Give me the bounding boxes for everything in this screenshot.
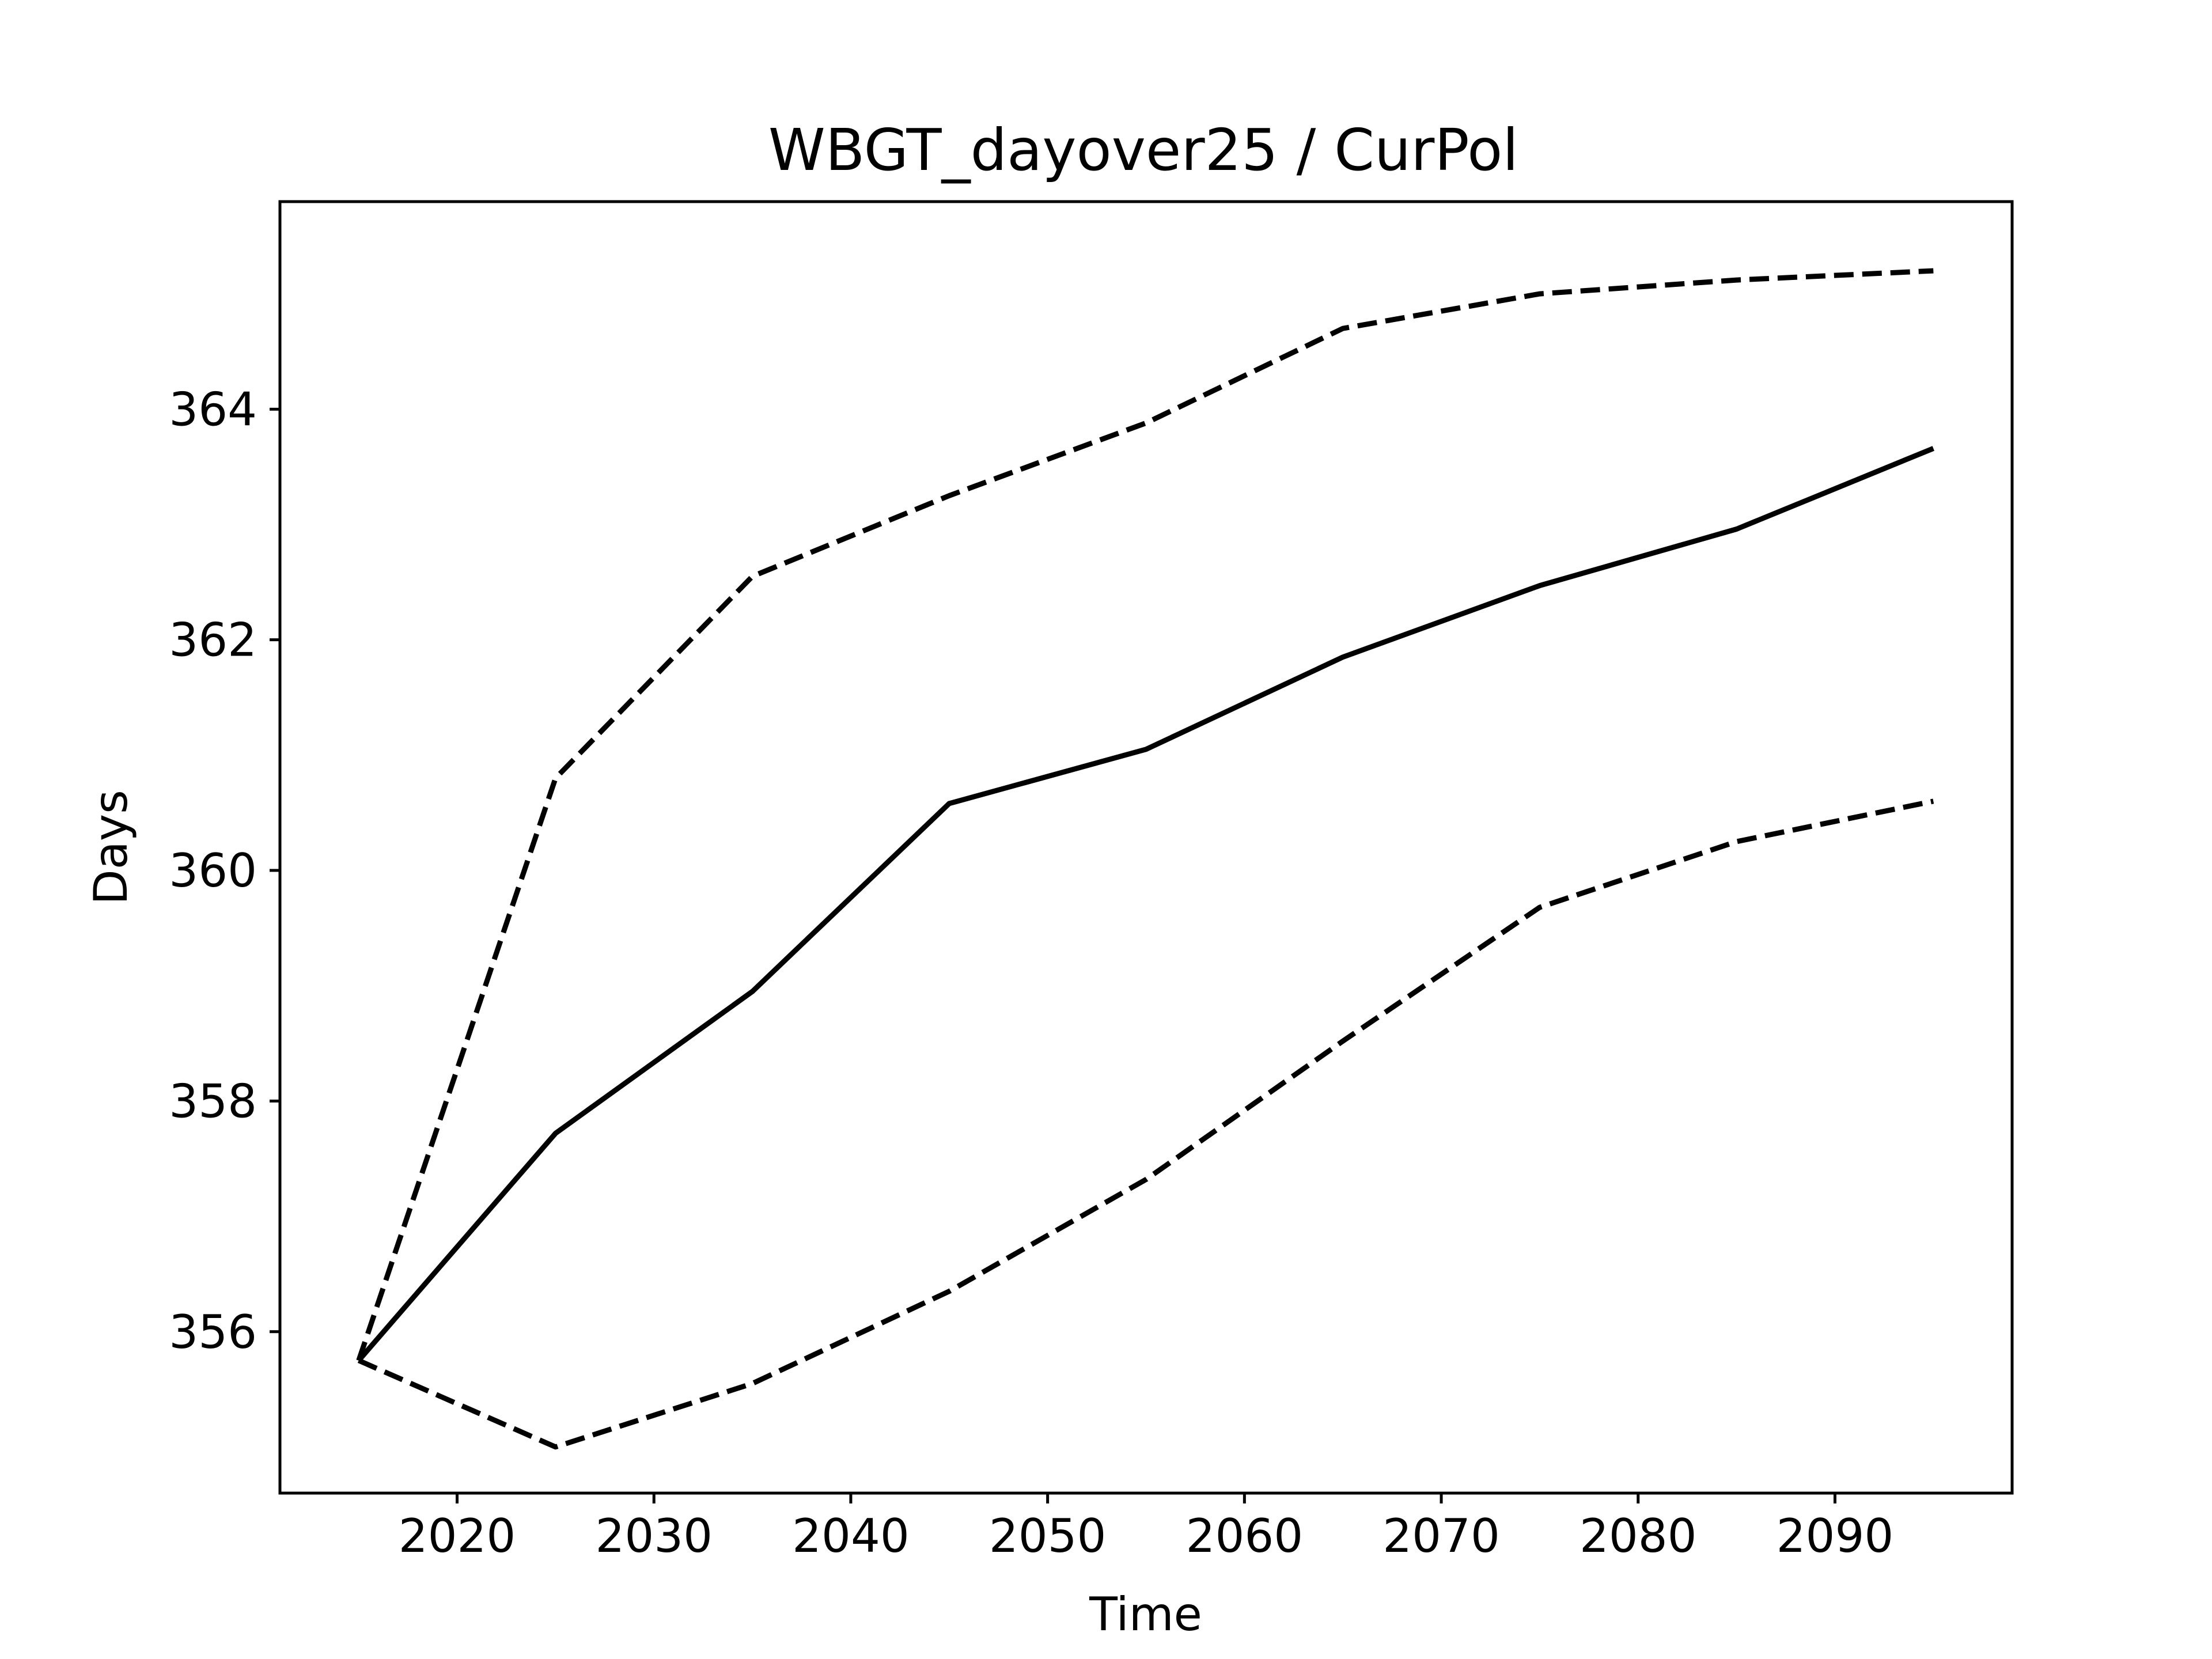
- x-axis: 2020 2030 2040 2050 2060 2070 2080 2090: [399, 1493, 1894, 1563]
- x-tick-label: 2060: [1186, 1509, 1304, 1563]
- x-tick-label: 2080: [1580, 1509, 1697, 1563]
- plot-frame: [278, 200, 2014, 1495]
- x-tick-label: 2020: [399, 1509, 516, 1563]
- x-tick-label: 2030: [595, 1509, 713, 1563]
- y-tick-label: 358: [169, 1074, 257, 1128]
- y-tick-label: 356: [169, 1305, 257, 1359]
- y-tick-label: 364: [169, 382, 257, 436]
- x-tick-label: 2070: [1382, 1509, 1500, 1563]
- y-tick-label: 362: [169, 613, 257, 667]
- chart-title: WBGT_dayover25 / CurPol: [768, 116, 1518, 184]
- x-axis-label: Time: [1089, 1588, 1202, 1641]
- series-line-2: [356, 268, 1934, 1362]
- x-tick-label: 2040: [792, 1509, 910, 1563]
- y-axis: 356 358 360 362 364: [169, 382, 280, 1359]
- x-tick-label: 2050: [989, 1509, 1107, 1563]
- series-layer: [356, 268, 1935, 1450]
- x-tick-label: 2090: [1777, 1509, 1894, 1563]
- series-line-3: [357, 798, 1934, 1450]
- y-tick-label: 360: [169, 844, 257, 897]
- y-axis-label: Days: [84, 790, 138, 905]
- series-line-1: [357, 446, 1935, 1362]
